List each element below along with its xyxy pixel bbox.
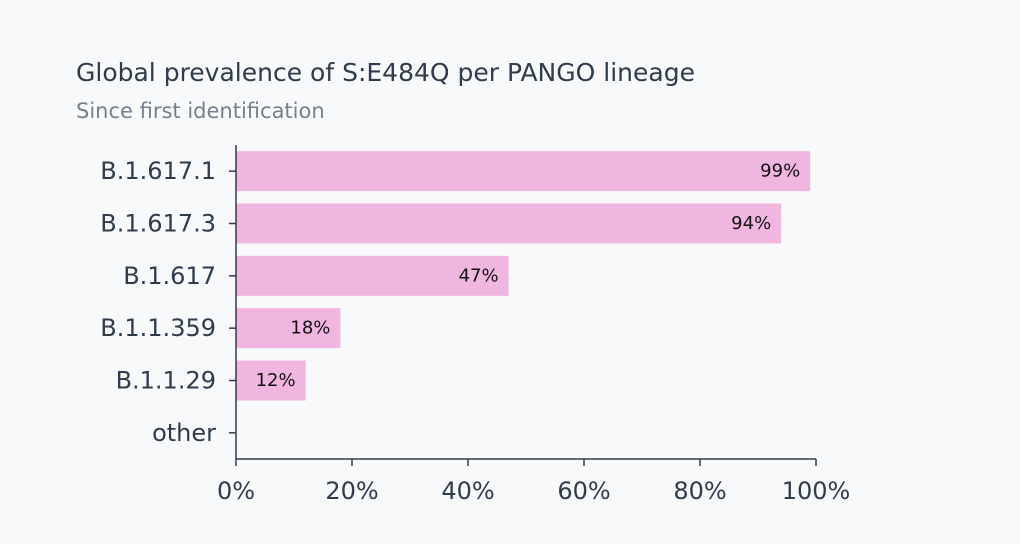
y-tick-label: B.1.617.1 [100, 157, 216, 185]
bar [236, 255, 509, 296]
bar-value-label: 99% [760, 161, 800, 182]
y-tick-label: other [152, 419, 216, 447]
x-tick-label: 60% [557, 477, 610, 505]
x-tick-label: 80% [673, 477, 726, 505]
chart-subtitle: Since first identification [76, 99, 325, 123]
y-tick-label: B.1.617 [123, 262, 216, 290]
bar-value-label: 94% [731, 213, 771, 234]
bar-value-label: 12% [256, 370, 296, 391]
y-tick-label: B.1.1.359 [100, 314, 216, 342]
y-tick-label: B.1.1.29 [116, 367, 216, 395]
bar-value-label: 18% [290, 318, 330, 339]
x-tick-label: 40% [441, 477, 494, 505]
bar [236, 308, 341, 349]
x-tick-label: 100% [782, 477, 851, 505]
x-tick-label: 0% [217, 477, 255, 505]
bar [236, 203, 782, 244]
bar [236, 360, 306, 401]
bar-value-label: 47% [459, 265, 499, 286]
y-tick-label: B.1.617.3 [100, 210, 216, 238]
chart-title: Global prevalence of S:E484Q per PANGO l… [76, 58, 695, 87]
x-tick-label: 20% [325, 477, 378, 505]
bar [236, 151, 811, 192]
